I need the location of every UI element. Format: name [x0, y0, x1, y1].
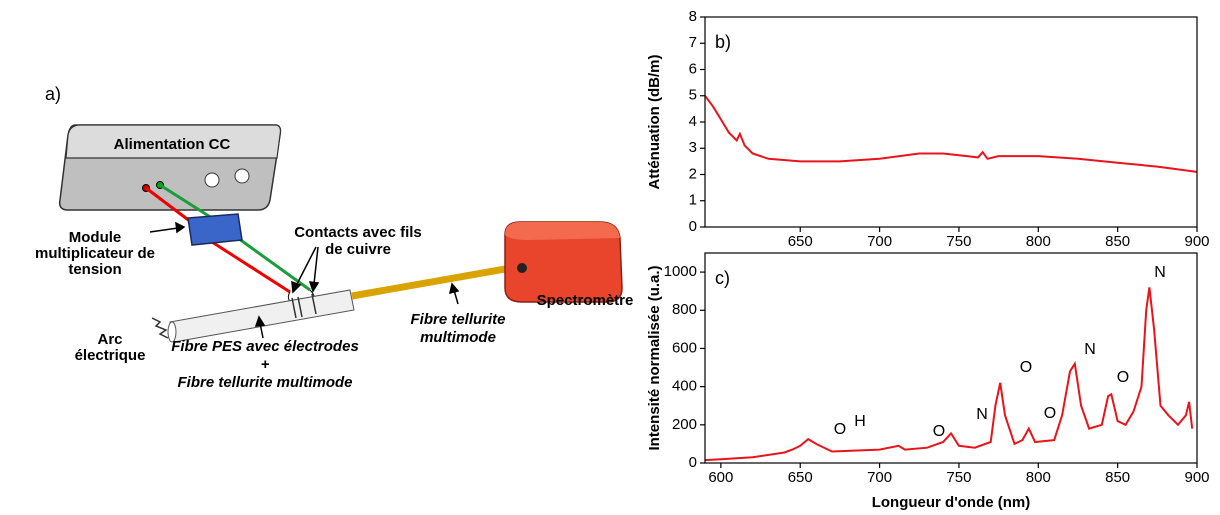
x-tick-label: 750 [946, 233, 971, 250]
plot-frame [704, 252, 1198, 464]
annotation: O [1044, 405, 1056, 422]
label: multiplicateur de [35, 245, 155, 262]
x-axis-label: Longueur d'onde (nm) [872, 494, 1031, 511]
y-tick-label: 1000 [664, 263, 697, 280]
label: Spectromètre [537, 292, 634, 309]
panel-label: a) [45, 84, 61, 104]
knob [234, 168, 250, 184]
y-tick-label: 3 [689, 139, 697, 156]
label: Contacts avec fils [294, 224, 422, 241]
wire [159, 183, 311, 292]
y-tick-label: 0 [689, 454, 697, 471]
x-tick-label: 650 [788, 233, 813, 250]
x-tick-label: 850 [1105, 469, 1130, 486]
power-supply-top [65, 124, 282, 159]
x-tick-label: 900 [1184, 233, 1209, 250]
panel-label: b) [715, 32, 731, 52]
annotation: N [1154, 264, 1166, 281]
x-tick-label: 850 [1105, 233, 1130, 250]
annotation: O [1020, 359, 1032, 376]
x-tick-label: 750 [946, 469, 971, 486]
y-tick-label: 4 [689, 113, 697, 130]
y-tick-label: 2 [689, 165, 697, 182]
module [187, 213, 243, 246]
y-tick-label: 600 [672, 339, 697, 356]
panel-label: c) [715, 268, 730, 288]
y-tick-label: 200 [672, 416, 697, 433]
x-tick-label: 800 [1026, 469, 1051, 486]
annotation: O [933, 423, 945, 440]
electrode [291, 293, 317, 319]
label: tension [68, 261, 121, 278]
label: Fibre PES avec électrodes [171, 338, 359, 355]
y-tick-label: 0 [689, 218, 697, 235]
y-tick-label: 800 [672, 301, 697, 318]
plot-frame [704, 16, 1198, 228]
y-tick-label: 6 [689, 60, 697, 77]
wire [145, 186, 291, 294]
label: de cuivre [325, 241, 391, 258]
data-line [704, 95, 1198, 173]
data-line [704, 287, 1194, 462]
annotation: O [834, 421, 846, 438]
label: Fibre tellurite [410, 311, 505, 328]
annotation: N [1084, 341, 1096, 358]
annotation: H [854, 413, 866, 430]
y-axis-label: Intensité normalisée (u.a.) [646, 265, 663, 450]
y-tick-label: 400 [672, 378, 697, 395]
x-tick-label: 600 [708, 469, 733, 486]
annotation: N [976, 406, 988, 423]
label: Module [69, 229, 122, 246]
tellurite-fiber [351, 262, 523, 300]
x-tick-label: 700 [867, 233, 892, 250]
label: Alimentation CC [114, 136, 231, 153]
y-tick-label: 8 [689, 8, 697, 25]
x-tick-label: 650 [788, 469, 813, 486]
label: Arc [97, 331, 122, 348]
y-axis-label: Atténuation (dB/m) [646, 55, 663, 190]
knob [204, 172, 220, 188]
label: + [261, 356, 270, 373]
fiber-end [167, 321, 177, 343]
spectrometer-top [505, 222, 620, 240]
label: électrique [75, 347, 146, 364]
label: Fibre tellurite multimode [177, 374, 352, 391]
y-tick-label: 7 [689, 34, 697, 51]
x-tick-label: 900 [1184, 469, 1209, 486]
arrows [149, 221, 460, 339]
port [517, 263, 527, 273]
diagram: a) Alimentation CC Spe [45, 84, 634, 343]
x-tick-label: 800 [1026, 233, 1051, 250]
annotation: O [1117, 369, 1129, 386]
x-tick-label: 700 [867, 469, 892, 486]
arc-symbol [151, 317, 169, 339]
y-tick-label: 5 [689, 87, 697, 104]
y-tick-label: 1 [689, 192, 697, 209]
label: multimode [420, 329, 496, 346]
